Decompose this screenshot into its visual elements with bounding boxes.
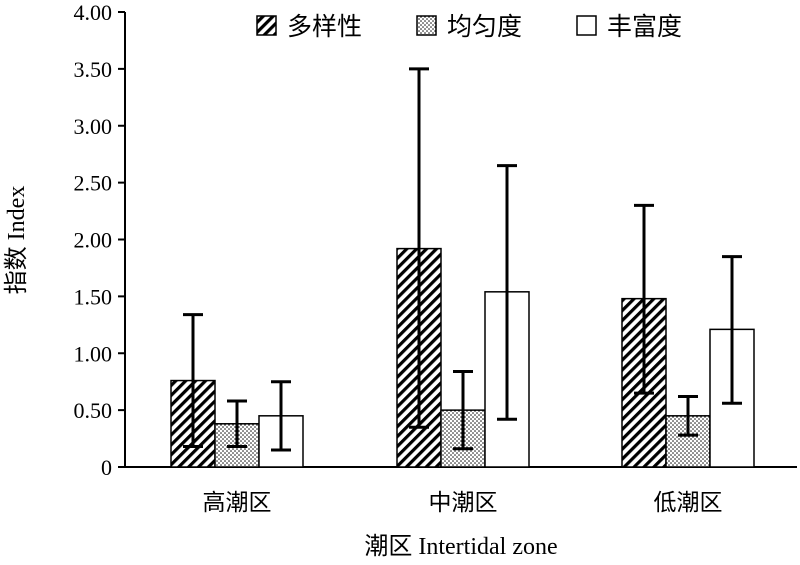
x-axis-title: 潮区 Intertidal zone [364,533,557,560]
x-category-label: 高潮区 [203,490,272,515]
y-tick-label: 3.50 [74,57,113,82]
legend-label: 多样性 [287,13,362,41]
y-tick-label: 4.00 [74,0,113,25]
axes [124,12,797,468]
legend: 多样性 均匀度 丰富度 [256,13,682,41]
x-category-labels: 高潮区 中潮区 低潮区 [203,490,723,515]
legend-label: 丰富度 [607,13,682,41]
y-tick-label: 2.50 [74,171,113,196]
error-bars [183,67,742,452]
legend-swatch [416,15,437,36]
y-ticks: 0 0.50 1.00 1.50 2.00 2.50 3.00 3.50 4.00 [74,0,125,480]
x-category-label: 低潮区 [654,490,723,515]
y-tick-label: 1.00 [74,341,113,366]
y-tick-label: 2.00 [74,228,113,253]
y-tick-label: 0.50 [74,398,113,423]
y-tick-label: 0 [101,455,112,480]
legend-label: 均匀度 [447,13,522,41]
y-tick-label: 3.00 [74,114,113,139]
x-category-label: 中潮区 [429,490,498,515]
y-axis-title: 指数 Index [3,186,30,295]
y-tick-label: 1.50 [74,284,113,309]
legend-swatch [576,15,597,36]
legend-swatch [256,15,277,36]
